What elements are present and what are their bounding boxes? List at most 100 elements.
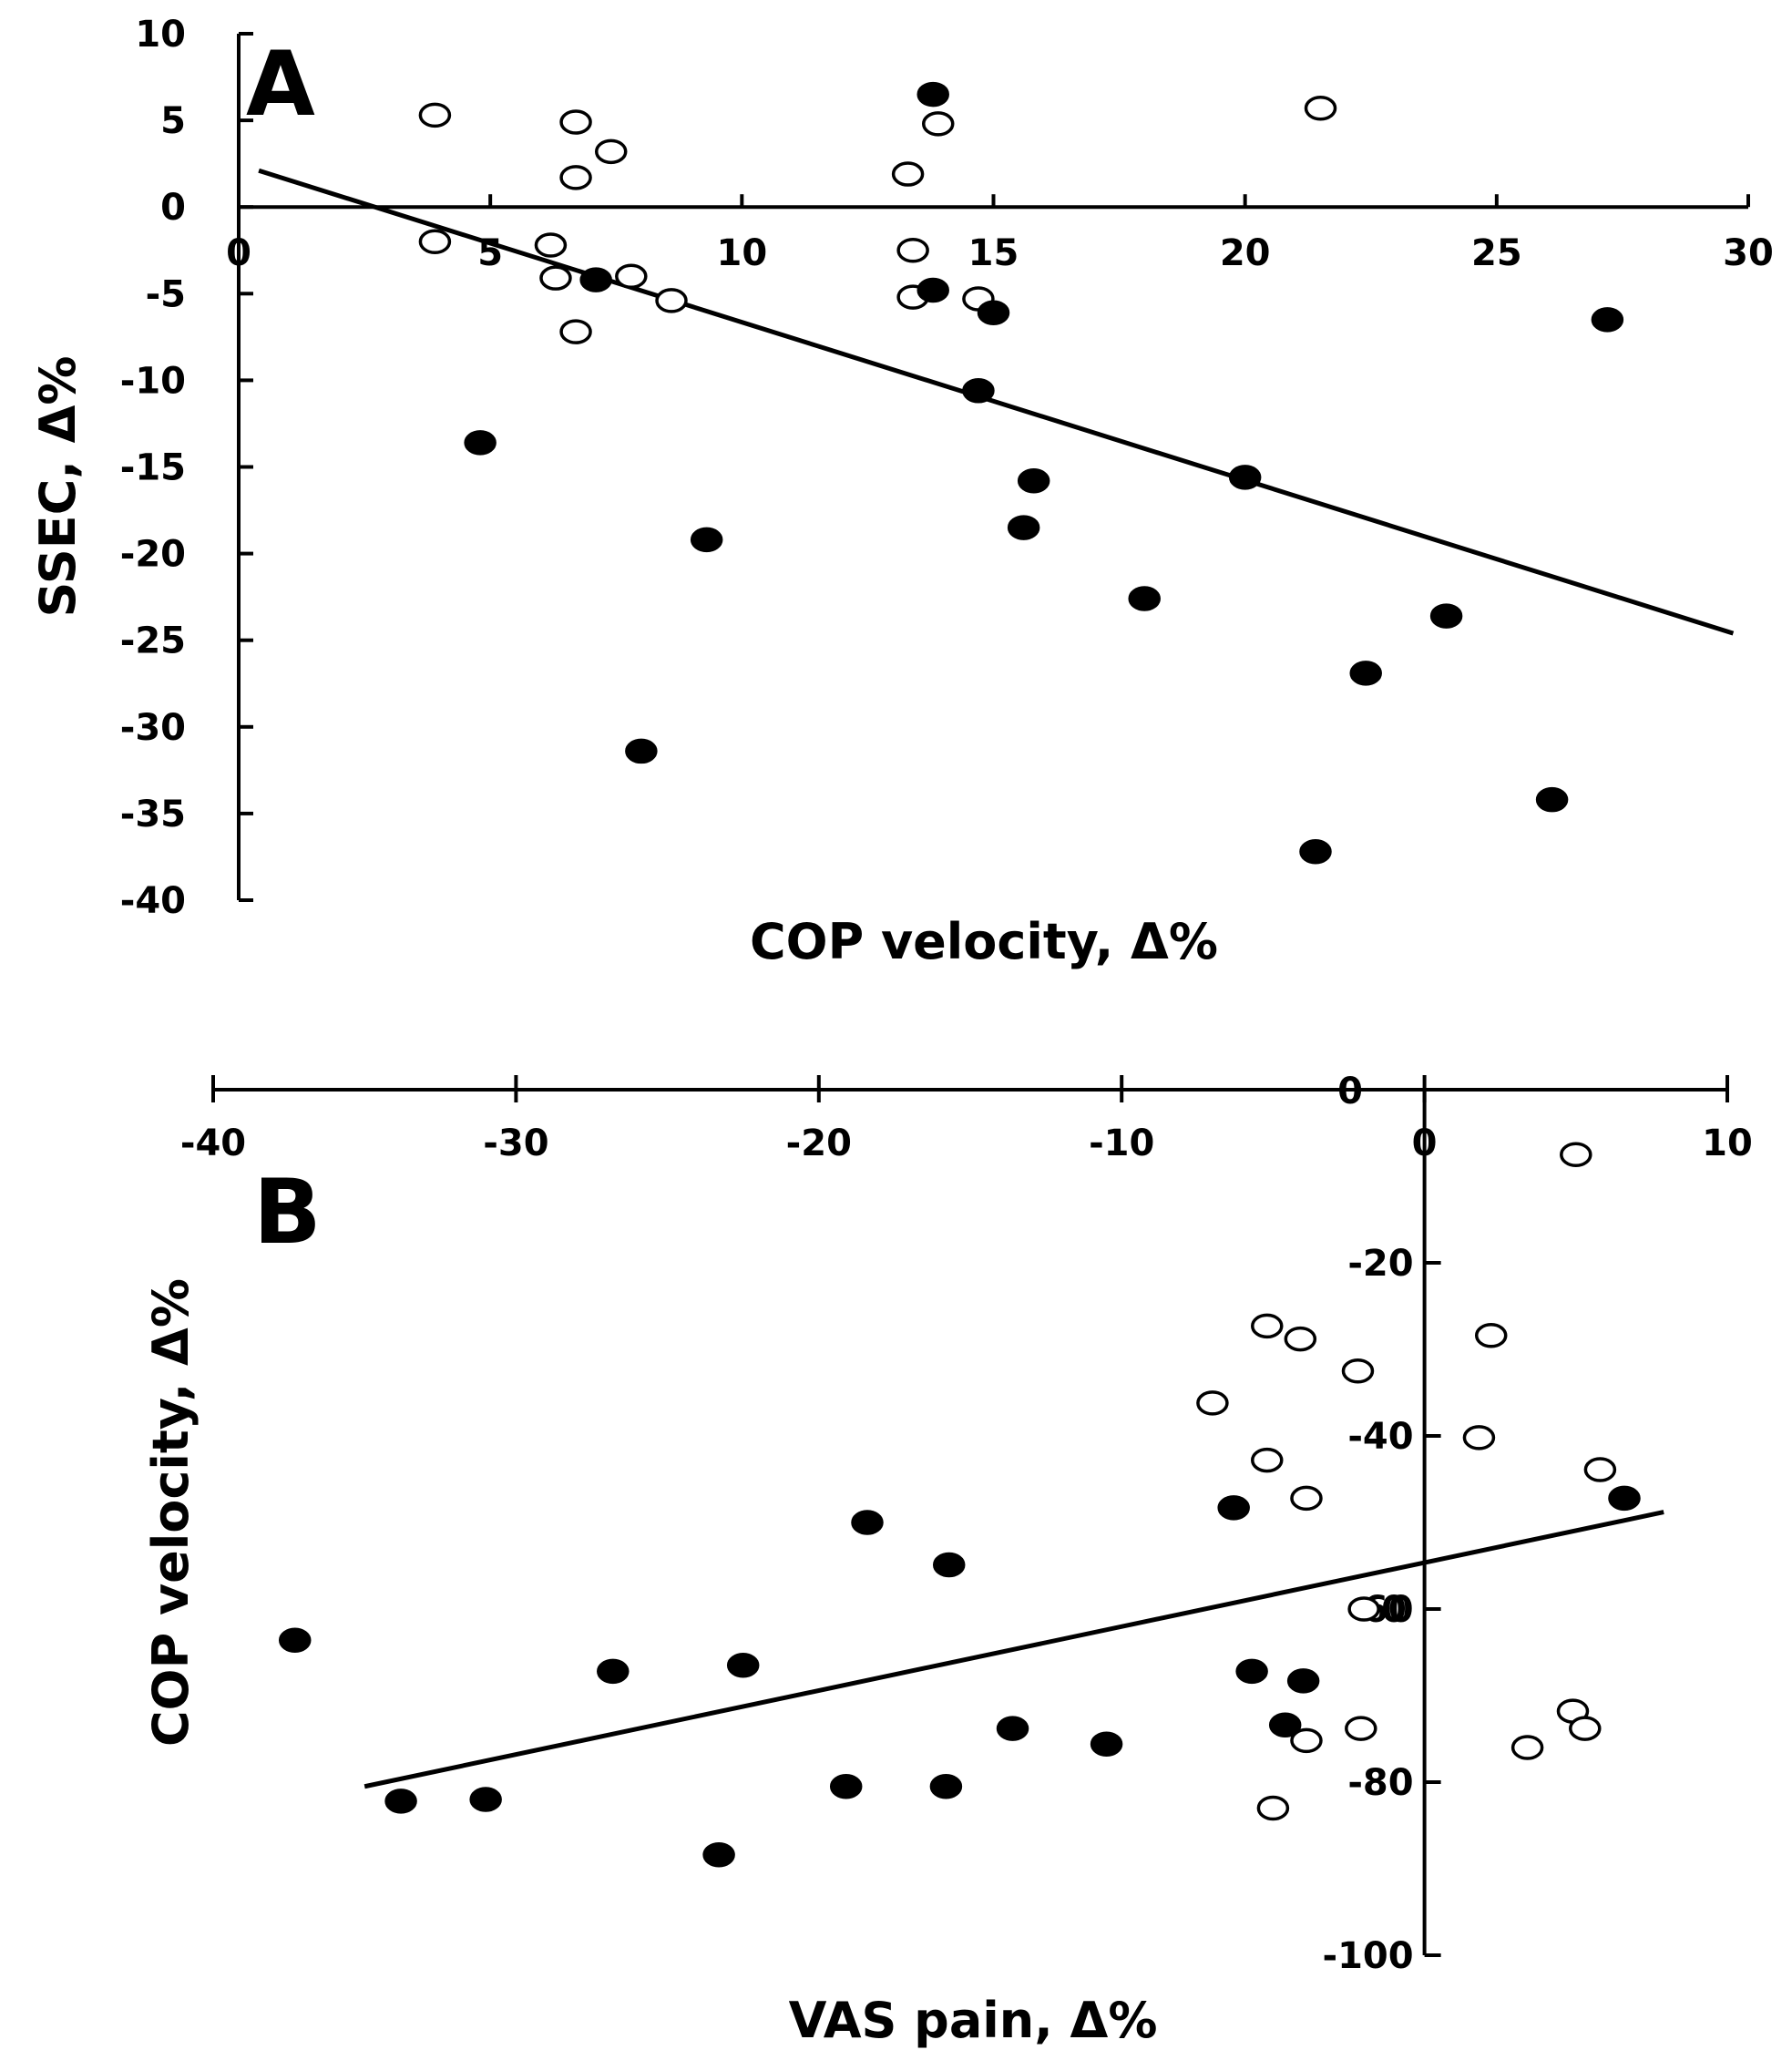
panel-b-open-point — [1345, 1716, 1377, 1741]
panel-a-open-point — [896, 238, 929, 263]
panel-a-filled-point — [579, 267, 612, 292]
panel-a-x-tick-label: 0 — [226, 232, 251, 274]
panel-a-open-point — [534, 232, 568, 258]
panel-a-y-tick-label: 0 — [160, 187, 186, 229]
panel-a-x-tick-label: 20 — [1220, 232, 1271, 274]
panel-b-y-tick-label: -40 — [1347, 1416, 1413, 1458]
panel-b-filled-point — [1286, 1668, 1320, 1694]
panel-a-filled-point — [1349, 661, 1382, 686]
panel-b-x-ticks: -40 -30 -20 -10 0 10 — [180, 1075, 1753, 1164]
panel-b-filled-point — [278, 1627, 312, 1653]
panel-b-x-axis-title: VAS pain, Δ% — [789, 1992, 1158, 2049]
panel-b-x-tick-label: 0 — [1412, 1122, 1438, 1164]
panel-a-open-point — [594, 138, 628, 165]
panel-a-open-point — [655, 288, 688, 313]
panel-a-filled-point — [1299, 838, 1332, 865]
panel-a-open-point — [418, 102, 452, 128]
panel-a-filled-point — [464, 430, 497, 456]
panel-a-y-axis-title: SSEC, Δ% — [29, 355, 87, 617]
panel-a-open-point — [539, 265, 572, 291]
panel-a-y-tick-label: -40 — [120, 880, 186, 922]
panel-b-filled-point — [1090, 1731, 1123, 1757]
panel-b-open-point — [1284, 1326, 1317, 1352]
panel-a-x-axis-title: COP velocity, Δ% — [750, 913, 1218, 970]
panel-b-filled-point — [932, 1552, 966, 1578]
panel-b-letter: B — [253, 1161, 322, 1265]
panel-b-x-tick-label: -20 — [786, 1122, 852, 1164]
panel-a-open-point — [559, 109, 592, 135]
panel-b-open-point — [1583, 1457, 1617, 1482]
panel-b-axes — [213, 1088, 1727, 1955]
panel-b-filled-point — [851, 1510, 884, 1535]
panel-b-open-point — [1462, 1425, 1496, 1450]
panel-a-filled-point — [916, 81, 949, 108]
panel-a-open-point — [559, 165, 592, 190]
panel-a-y-tick-label: -20 — [120, 534, 186, 576]
panel-a-filled-point — [1007, 515, 1040, 540]
panel-a-open-point — [891, 161, 925, 187]
panel-a-chart: A 0 5 10 15 20 25 30 10 5 0 -5 -10 -15 -20 -25 -30 -35 -… — [29, 14, 1774, 970]
panel-a-y-tick-label: -5 — [146, 273, 186, 315]
panel-b-chart: B -40 -30 -20 -10 0 10 -20-40-60-80-100 0 0 V… — [142, 1071, 1753, 2049]
panel-a-x-tick-label: 30 — [1723, 232, 1774, 274]
panel-a-y-tick-label: -35 — [120, 794, 186, 835]
panel-a-filled-point — [690, 527, 723, 553]
panel-a-letter: A — [246, 33, 315, 137]
panel-a-filled-point — [1228, 465, 1262, 490]
panel-a-open-point — [559, 319, 592, 344]
panel-b-open-point — [1251, 1447, 1284, 1473]
panel-b-trendline — [364, 1510, 1664, 1789]
panel-a-points — [418, 81, 1624, 865]
panel-a-open-point — [1304, 96, 1337, 121]
panel-b-origin-label: 0 — [1337, 1071, 1363, 1112]
panel-a-x-tick-label: 10 — [716, 232, 767, 274]
panel-b-filled-point — [702, 1842, 735, 1868]
panel-a-y-tick-label: -15 — [120, 447, 186, 489]
panel-b-filled-point — [929, 1774, 963, 1799]
panel-b-filled-point — [726, 1653, 760, 1678]
panel-b-open-point — [1290, 1727, 1323, 1754]
panel-a-axes — [237, 34, 1748, 900]
panel-a-filled-point — [625, 738, 658, 764]
panel-a-filled-point — [916, 277, 949, 303]
panel-b-y-axis-title: COP velocity, Δ% — [142, 1278, 200, 1747]
panel-a-x-tick-label: 25 — [1471, 232, 1522, 274]
panel-a-open-point — [921, 111, 955, 137]
panel-a-filled-point — [1429, 603, 1463, 629]
panel-b-open-point — [1196, 1390, 1229, 1416]
panel-a-y-tick-label: -25 — [120, 620, 186, 662]
panel-b-filled-point — [1268, 1712, 1302, 1738]
panel-b-tick-label-overlap: 0 — [1381, 1589, 1407, 1631]
panel-a-filled-point — [1128, 586, 1161, 611]
panel-b-open-point — [1251, 1313, 1284, 1339]
panel-a-y-tick-label: 5 — [160, 100, 186, 142]
panel-b-open-point — [1569, 1716, 1602, 1741]
panel-a-open-point — [418, 229, 452, 254]
panel-b-filled-point — [1235, 1658, 1268, 1685]
panel-a-filled-point — [977, 300, 1010, 325]
panel-a-x-tick-label: 15 — [968, 232, 1019, 274]
panel-b-y-tick-label: -20 — [1347, 1243, 1413, 1285]
panel-a-y-tick-label: -10 — [120, 360, 186, 402]
panel-b-y-tick-label: -100 — [1322, 1935, 1413, 1977]
panel-b-open-point — [1510, 1735, 1544, 1760]
panel-a-open-point — [615, 263, 648, 290]
panel-b-x-tick-label: -10 — [1089, 1122, 1154, 1164]
panel-a-filled-point — [962, 378, 995, 404]
panel-b-open-point — [1341, 1358, 1375, 1384]
panel-a-y-ticks: 10 5 0 -5 -10 -15 -20 -25 -30 -35 -40 — [120, 14, 253, 922]
panel-b-open-point — [1474, 1323, 1508, 1348]
panel-b-x-tick-label: -40 — [180, 1122, 246, 1164]
panel-b-open-point — [1347, 1596, 1380, 1622]
panel-b-points — [278, 1142, 1641, 1868]
panel-b-y-tick-label: -80 — [1347, 1762, 1413, 1804]
panel-b-x-tick-label: -30 — [483, 1122, 548, 1164]
panel-b-filled-point — [996, 1716, 1029, 1741]
panel-b-x-tick-label: 10 — [1702, 1122, 1753, 1164]
panel-a-x-ticks: 0 5 10 15 20 25 30 — [226, 194, 1774, 274]
panel-b-filled-point — [469, 1787, 502, 1812]
panel-a-y-tick-label: 10 — [135, 14, 186, 56]
panel-b-open-point — [1290, 1485, 1323, 1512]
panel-a-y-tick-label: -30 — [120, 707, 186, 749]
